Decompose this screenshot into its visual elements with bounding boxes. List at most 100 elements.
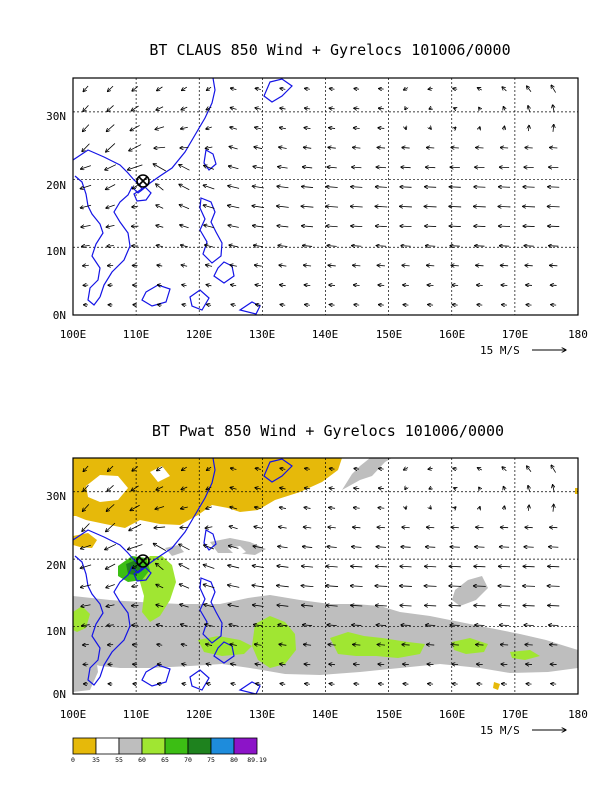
wind-vector bbox=[301, 186, 313, 187]
y-tick: 0N bbox=[53, 309, 66, 322]
wind-vector bbox=[479, 506, 480, 509]
colorbar-label: 80 bbox=[230, 756, 238, 764]
wind-vector bbox=[280, 683, 285, 684]
wind-vector bbox=[106, 143, 115, 152]
colorbar-swatch bbox=[211, 738, 234, 754]
wind-vector bbox=[80, 585, 91, 588]
wind-vector bbox=[377, 527, 385, 528]
wind-vector bbox=[428, 305, 434, 306]
wind-vector bbox=[203, 565, 214, 569]
colorbar-label: 0 bbox=[71, 756, 75, 764]
wind-vector bbox=[426, 644, 434, 645]
wind-vector bbox=[353, 508, 359, 509]
y-axis-ticks: 0N 10N 20N 30N bbox=[46, 490, 66, 701]
wind-vector bbox=[106, 225, 114, 227]
wind-vector bbox=[377, 147, 385, 148]
wind-vector bbox=[473, 586, 485, 587]
wind-vector bbox=[132, 185, 137, 189]
wind-vector bbox=[402, 285, 408, 286]
wind-vector bbox=[206, 683, 211, 684]
wind-vector bbox=[277, 566, 289, 567]
wind-vector bbox=[454, 488, 457, 489]
wind-vector bbox=[105, 544, 116, 549]
wind-vector bbox=[156, 245, 163, 246]
x-axis-ticks: 100E 110E 120E 130E 140E 150E 160E 170E … bbox=[60, 708, 588, 721]
wind-vector bbox=[548, 566, 560, 567]
wind-vector bbox=[302, 546, 312, 547]
wind-vector bbox=[378, 684, 383, 685]
wind-vector bbox=[230, 127, 237, 129]
wind-vector bbox=[551, 305, 557, 306]
wind-vector bbox=[181, 107, 187, 110]
colorbar-label: 60 bbox=[138, 756, 146, 764]
wind-vector bbox=[548, 226, 560, 227]
x-tick: 180 bbox=[568, 328, 588, 341]
x-tick: 140E bbox=[312, 328, 339, 341]
wind-vector bbox=[206, 127, 212, 129]
wind-vector bbox=[451, 147, 459, 148]
wind-vector bbox=[254, 265, 261, 266]
wind-vector bbox=[551, 465, 555, 473]
wind-vector bbox=[523, 206, 535, 207]
wind-vector bbox=[525, 527, 533, 528]
wind-vector bbox=[498, 605, 510, 606]
wind-vector bbox=[425, 167, 435, 168]
y-tick: 0N bbox=[53, 688, 66, 701]
colorbar-swatch bbox=[96, 738, 119, 754]
wind-vector bbox=[424, 605, 436, 606]
wind-vector bbox=[279, 507, 286, 508]
wind-vector bbox=[353, 265, 361, 266]
wind-vector bbox=[304, 128, 311, 129]
wind-vector bbox=[451, 527, 459, 528]
panel-title: BT CLAUS 850 Wind + Gyrelocs 101006/0000 bbox=[149, 41, 510, 59]
wind-vector bbox=[452, 684, 458, 685]
wind-vector bbox=[82, 245, 90, 246]
wind-vector bbox=[475, 547, 485, 548]
wind-vector bbox=[182, 285, 187, 286]
wind-vector bbox=[376, 547, 386, 548]
wind-vector bbox=[523, 605, 535, 606]
wind-vector bbox=[182, 304, 186, 305]
wind-vector bbox=[523, 586, 535, 587]
wind-vector bbox=[106, 205, 115, 208]
wind-vector bbox=[378, 468, 383, 469]
wind-vector bbox=[453, 468, 458, 469]
wind-vector bbox=[229, 245, 238, 247]
wind-vector bbox=[547, 586, 559, 587]
wind-vector bbox=[105, 184, 115, 189]
colorbar-swatch bbox=[119, 738, 142, 754]
wind-vector bbox=[501, 305, 507, 306]
wind-vector bbox=[329, 684, 334, 685]
wind-vector bbox=[354, 488, 360, 489]
y-tick: 20N bbox=[46, 559, 66, 572]
wind-vector bbox=[476, 664, 482, 665]
wind-vector bbox=[502, 467, 506, 471]
wind-vector bbox=[476, 645, 484, 646]
x-tick: 120E bbox=[186, 328, 213, 341]
wind-vector bbox=[405, 506, 406, 509]
wind-vector bbox=[252, 186, 264, 188]
wind-vector bbox=[375, 566, 387, 567]
wind-vector bbox=[179, 184, 189, 189]
wind-vector bbox=[106, 584, 115, 587]
wind-vector bbox=[503, 106, 505, 110]
wind-vector bbox=[452, 664, 458, 665]
wind-vector bbox=[254, 147, 262, 149]
wind-vector bbox=[278, 546, 288, 547]
wind-vector bbox=[502, 87, 506, 91]
wind-vector bbox=[181, 87, 186, 90]
wind-vector bbox=[327, 167, 337, 168]
wind-vector bbox=[548, 605, 560, 606]
x-tick: 130E bbox=[249, 328, 276, 341]
wind-vector bbox=[500, 645, 508, 646]
wind-vector bbox=[279, 147, 287, 148]
wind-vector bbox=[528, 505, 529, 511]
wind-vector bbox=[376, 167, 386, 168]
wind-vector bbox=[547, 206, 559, 207]
wind-vector bbox=[402, 147, 410, 148]
wind-vector bbox=[329, 285, 335, 286]
wind-vector bbox=[378, 508, 384, 509]
wind-vector bbox=[503, 486, 505, 490]
wind-vector bbox=[548, 187, 560, 188]
x-tick: 100E bbox=[60, 708, 87, 721]
